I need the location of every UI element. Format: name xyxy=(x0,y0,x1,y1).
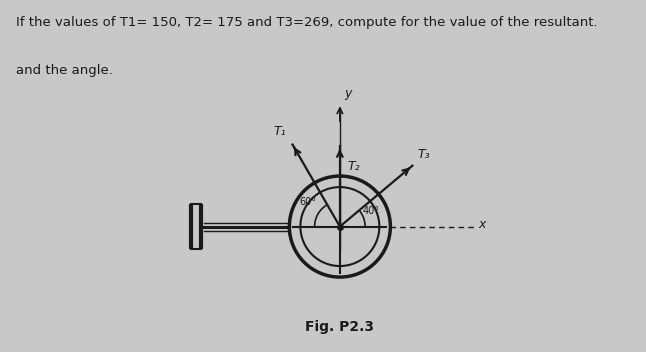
Text: T₁: T₁ xyxy=(273,125,286,138)
Text: If the values of T1= 150, T2= 175 and T3=269, compute for the value of the resul: If the values of T1= 150, T2= 175 and T3… xyxy=(16,15,598,29)
Text: 60°: 60° xyxy=(299,197,316,207)
Text: 40°: 40° xyxy=(362,206,379,216)
Text: y: y xyxy=(344,87,352,100)
Text: x: x xyxy=(479,219,486,232)
Text: and the angle.: and the angle. xyxy=(16,64,113,77)
Text: T₃: T₃ xyxy=(417,148,430,161)
Text: Fig. P2.3: Fig. P2.3 xyxy=(306,320,375,334)
Text: T₂: T₂ xyxy=(348,160,360,173)
